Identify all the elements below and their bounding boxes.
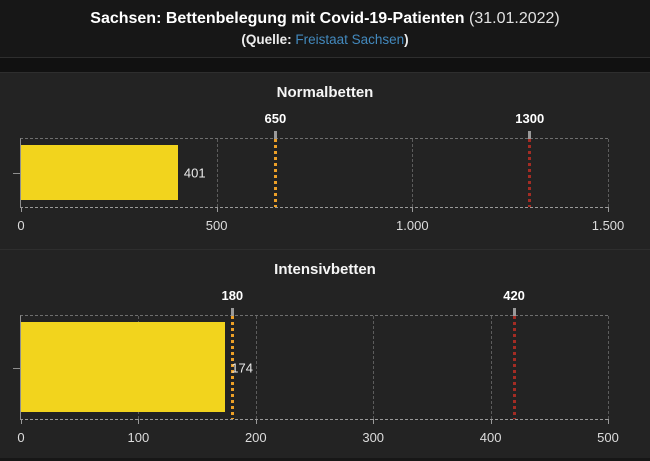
chart-intensivbetten: Intensivbetten 0 100 200 300 400 500 174 180 420 (0, 250, 650, 458)
gridline (412, 139, 414, 207)
plot-wrap: 0 100 200 300 400 500 174 180 420 (13, 288, 650, 445)
plot-area: 0 100 200 300 400 500 174 180 420 (13, 288, 619, 445)
chart-title: Normalbetten (276, 84, 374, 101)
threshold-marker-cap (512, 308, 516, 316)
source-link[interactable]: Freistaat Sachsen (295, 32, 405, 47)
source-suffix: ) (404, 32, 409, 47)
axis-tick-label: 400 (479, 430, 502, 445)
gridline (490, 316, 492, 419)
plot-wrap: 0 500 1.000 1.500 401 650 1300 (13, 111, 650, 233)
axis-tick (490, 419, 492, 424)
axis-tick-label: 500 (597, 430, 619, 445)
threshold-marker-cap (528, 131, 532, 139)
chart-title: Intensivbetten (274, 261, 376, 278)
data-bar (21, 322, 226, 412)
header-divider-strip (0, 57, 650, 73)
threshold-marker-cap (273, 131, 277, 139)
gridline (608, 316, 609, 419)
axis-tick (608, 419, 609, 424)
axis-tick (21, 207, 22, 212)
threshold-marker (528, 131, 532, 207)
threshold-marker-label: 420 (503, 288, 525, 303)
page-title: Sachsen: Bettenbelegung mit Covid-19-Pat… (0, 9, 650, 28)
axis-tick-label: 0 (17, 430, 25, 445)
category-tick (13, 367, 21, 369)
source-line: (Quelle: Freistaat Sachsen) (0, 31, 650, 48)
threshold-marker-cap (230, 308, 234, 316)
axis-tick-label: 1.000 (396, 218, 429, 233)
chart-header: Sachsen: Bettenbelegung mit Covid-19-Pat… (0, 0, 650, 57)
axis-tick (608, 207, 609, 212)
page-title-date: (31.01.2022) (469, 10, 560, 27)
bar-value-label: 174 (231, 360, 253, 375)
source-prefix: (Quelle: (241, 32, 292, 47)
threshold-marker (273, 131, 277, 207)
threshold-marker (512, 308, 516, 419)
axis-tick (255, 419, 257, 424)
threshold-marker-label: 1300 (515, 111, 545, 126)
axis-tick-label: 300 (362, 430, 385, 445)
gridline (216, 139, 218, 207)
gridline (373, 316, 375, 419)
threshold-marker-line (512, 316, 516, 419)
threshold-marker-line (528, 139, 532, 207)
threshold-marker-line (230, 316, 234, 419)
axis-tick (138, 419, 140, 424)
gridline (608, 139, 609, 207)
axis-tick-label: 100 (127, 430, 150, 445)
axis-tick (412, 207, 414, 212)
page-title-main: Sachsen: Bettenbelegung mit Covid-19-Pat… (90, 10, 465, 27)
threshold-marker-line (273, 139, 277, 207)
axis-tick-label: 200 (244, 430, 267, 445)
category-tick (13, 173, 21, 174)
axis-tick (21, 419, 22, 424)
threshold-marker (230, 308, 234, 419)
gridline (255, 316, 257, 419)
chart-normalbetten: Normalbetten 0 500 1.000 1.500 401 650 1300 (0, 73, 650, 250)
threshold-marker-label: 650 (264, 111, 287, 126)
axis-tick-label: 500 (205, 218, 228, 233)
plot-area: 0 500 1.000 1.500 401 650 1300 (13, 111, 624, 233)
axis-tick-label: 1.500 (591, 218, 625, 233)
axis-tick (373, 419, 375, 424)
bar-value-label: 401 (183, 165, 206, 181)
axis-tick-label: 0 (17, 218, 25, 233)
data-bar (21, 145, 178, 200)
threshold-marker-label: 180 (221, 288, 244, 303)
axis-tick (216, 207, 218, 212)
